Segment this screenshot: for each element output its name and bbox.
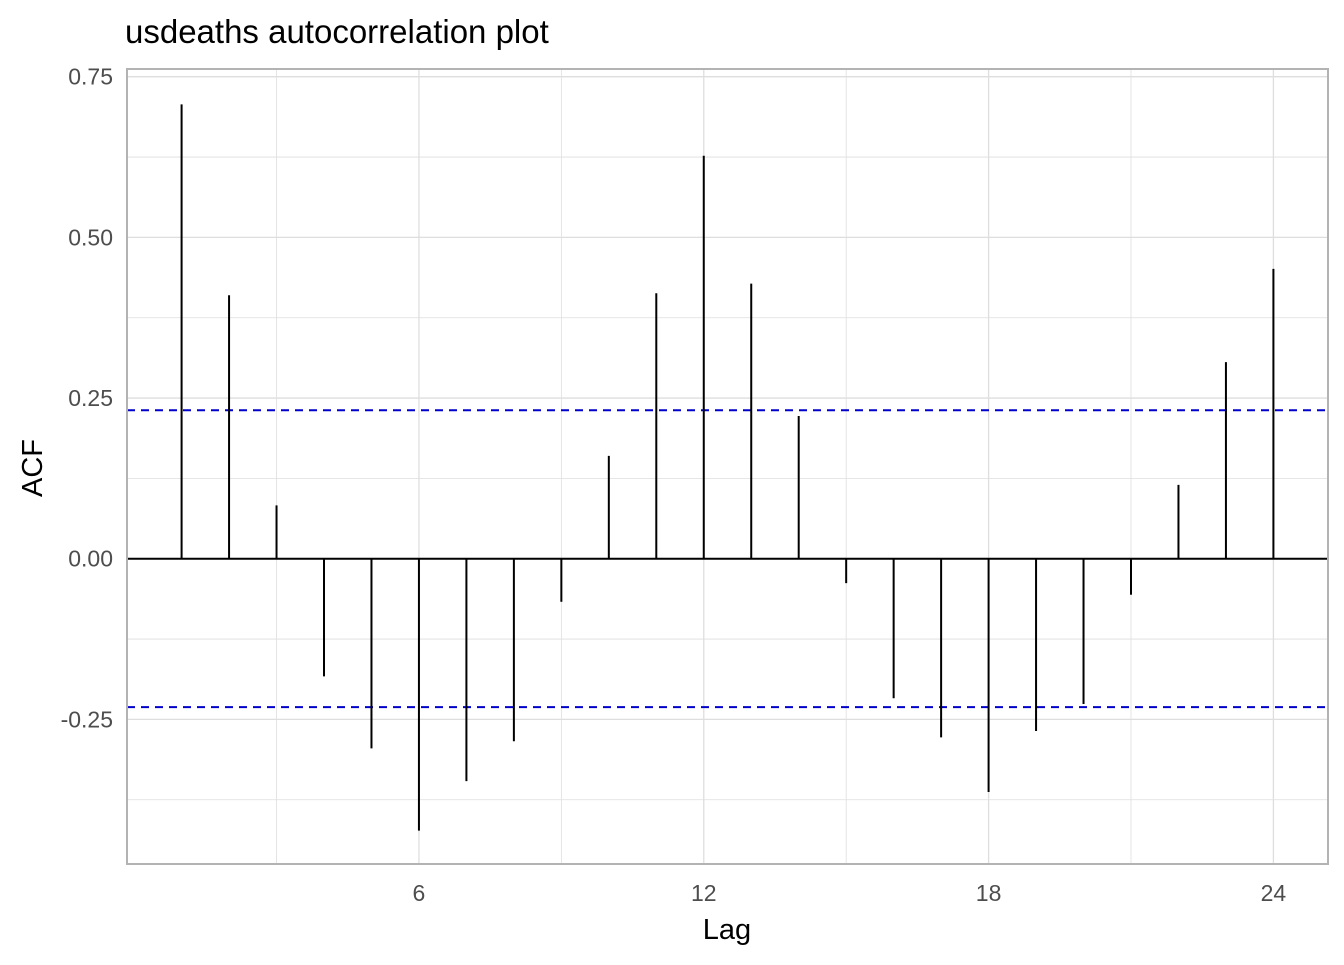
- gridlines: [127, 69, 1328, 864]
- x-axis-ticks: 6 12 18 24: [413, 880, 1287, 906]
- y-tick-label: -0.25: [61, 706, 113, 732]
- confidence-lines: [127, 409, 1328, 709]
- x-tick-label: 12: [691, 880, 717, 906]
- y-tick-label: 0.25: [68, 385, 113, 411]
- y-axis-ticks: 0.75 0.50 0.25 0.00 -0.25: [61, 64, 113, 733]
- y-tick-label: 0.75: [68, 64, 113, 90]
- y-axis-title: ACF: [17, 439, 49, 497]
- x-axis-title: Lag: [703, 914, 751, 946]
- x-tick-label: 18: [976, 880, 1002, 906]
- acf-bars: [180, 104, 1275, 831]
- chart-title: usdeaths autocorrelation plot: [125, 13, 549, 50]
- x-tick-label: 6: [413, 880, 426, 906]
- y-tick-label: 0.00: [68, 546, 113, 572]
- y-tick-label: 0.50: [68, 224, 113, 250]
- x-tick-label: 24: [1261, 880, 1287, 906]
- panel-border: [126, 68, 1329, 865]
